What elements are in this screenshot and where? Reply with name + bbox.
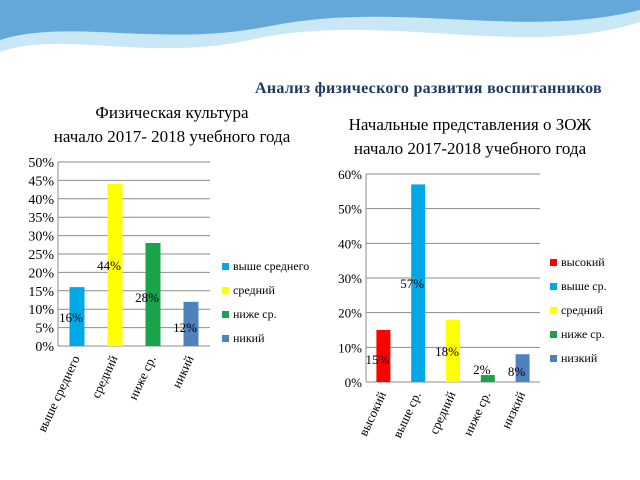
data-label: 12%: [173, 320, 197, 335]
data-label: 57%: [400, 276, 424, 291]
bar-3: [145, 242, 161, 346]
legend-label: никий: [233, 331, 265, 345]
legend-label: низкий: [561, 351, 598, 365]
y-tick-label: 25%: [28, 248, 54, 263]
legend-swatch: [222, 311, 229, 318]
bar-3: [446, 319, 460, 382]
bar-5: [515, 354, 530, 382]
legend-label: средний: [233, 283, 275, 297]
category-label: низкий: [498, 389, 528, 431]
y-tick-label: 0%: [345, 375, 363, 390]
y-tick-label: 35%: [28, 211, 54, 226]
data-label: 28%: [135, 290, 159, 305]
bar-4: [480, 375, 495, 382]
y-tick-label: 10%: [338, 340, 362, 355]
legend-swatch: [550, 355, 557, 362]
data-label: 18%: [435, 344, 459, 359]
y-tick-label: 20%: [28, 266, 54, 281]
category-label: средний: [88, 353, 121, 400]
y-tick-label: 0%: [35, 340, 54, 355]
y-tick-label: 60%: [338, 167, 362, 182]
legend-label: средний: [561, 303, 603, 317]
data-label: 15%: [365, 352, 389, 367]
legend-swatch: [550, 307, 557, 314]
y-tick-label: 10%: [28, 303, 54, 318]
y-tick-label: 20%: [338, 306, 362, 321]
data-label: 44%: [97, 258, 121, 273]
category-label: средний: [426, 389, 459, 436]
y-tick-label: 50%: [338, 202, 362, 217]
legend-swatch: [222, 335, 229, 342]
chart-title-line: начало 2017- 2018 учебного года: [54, 127, 291, 146]
category-label: выше ср.: [389, 389, 423, 440]
bar-4: [183, 301, 199, 346]
legend-swatch: [222, 263, 229, 270]
legend-swatch: [550, 283, 557, 290]
wave-line: [0, 29, 640, 59]
category-label: ниже ср.: [125, 353, 159, 402]
chart-title-line: Начальные представления о ЗОЖ: [349, 115, 592, 134]
legend-label: ниже ср.: [233, 307, 277, 321]
legend-swatch: [222, 287, 229, 294]
page-title: Анализ физического развития воспитаннико…: [0, 80, 640, 98]
y-tick-label: 30%: [28, 230, 54, 245]
data-label: 16%: [59, 310, 83, 325]
legend-label: выше ср.: [561, 279, 607, 293]
category-label: никий: [169, 353, 197, 390]
wave-dark: [0, 0, 640, 40]
y-tick-label: 40%: [28, 193, 54, 208]
legend-label: выше среднего: [233, 259, 309, 273]
chart-title-line: начало 2017-2018 учебного года: [354, 139, 587, 158]
y-tick-label: 5%: [35, 322, 54, 337]
legend-label: ниже ср.: [561, 327, 605, 341]
y-tick-label: 50%: [28, 156, 54, 171]
chart-physical-culture: Физическая культура начало 2017- 2018 уче…: [28, 103, 309, 434]
header-wave-decoration: [0, 0, 640, 59]
category-label: выше среднего: [34, 353, 83, 434]
category-label: высокий: [356, 389, 390, 438]
legend-swatch: [550, 331, 557, 338]
bar-1: [69, 287, 85, 346]
category-label: ниже ср.: [460, 389, 494, 438]
data-label: 8%: [508, 364, 525, 379]
bar-1: [376, 330, 391, 382]
bar-2: [107, 184, 123, 346]
page-title-text: Анализ физического развития воспитаннико…: [254, 80, 602, 97]
chart-title-line: Физическая культура: [95, 103, 249, 122]
y-tick-label: 30%: [338, 271, 362, 286]
y-tick-label: 45%: [28, 174, 54, 189]
legend-label: высокий: [561, 255, 605, 269]
bar-2: [411, 184, 426, 382]
chart-healthy-lifestyle: Начальные представления о ЗОЖ начало 2017…: [338, 115, 607, 440]
y-tick-label: 40%: [338, 236, 362, 251]
data-label: 2%: [473, 362, 491, 377]
legend-swatch: [550, 259, 557, 266]
y-tick-label: 15%: [28, 285, 54, 300]
